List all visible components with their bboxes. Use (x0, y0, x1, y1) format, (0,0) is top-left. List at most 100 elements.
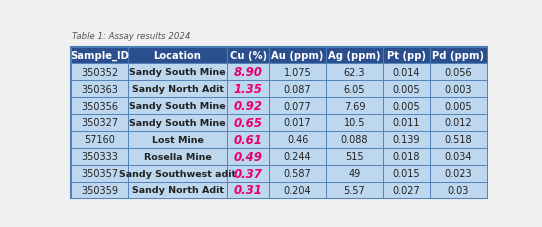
Bar (71, 98, 128, 115)
Text: 350333: 350333 (81, 152, 118, 162)
Text: 0.005: 0.005 (393, 84, 421, 94)
Bar (128, 148, 227, 165)
Text: 350363: 350363 (81, 84, 118, 94)
Text: 0.244: 0.244 (284, 152, 312, 162)
Text: 1.35: 1.35 (234, 83, 262, 96)
Bar (269, 115, 326, 131)
Bar (269, 148, 326, 165)
Bar (128, 165, 227, 182)
Text: 0.003: 0.003 (445, 84, 472, 94)
Text: 0.37: 0.37 (234, 167, 262, 180)
Text: Rosella Mine: Rosella Mine (144, 152, 211, 161)
Text: 0.056: 0.056 (444, 68, 472, 77)
Text: Sample_ID: Sample_ID (70, 51, 129, 61)
Bar (383, 165, 430, 182)
Bar (227, 165, 269, 182)
Text: Sandy North Adit: Sandy North Adit (132, 186, 223, 195)
Text: Pt (pp): Pt (pp) (387, 51, 426, 61)
Bar (383, 148, 430, 165)
Bar (71, 182, 128, 199)
Bar (227, 115, 269, 131)
Text: 49: 49 (349, 168, 360, 178)
Text: 0.92: 0.92 (234, 100, 262, 113)
Text: 0.023: 0.023 (444, 168, 472, 178)
Bar (128, 47, 227, 64)
Bar (326, 131, 383, 148)
Text: Pd (ppm): Pd (ppm) (433, 51, 485, 61)
Bar (430, 182, 487, 199)
Bar (326, 165, 383, 182)
Text: Ag (ppm): Ag (ppm) (328, 51, 381, 61)
Bar (128, 98, 227, 115)
Text: 0.005: 0.005 (444, 101, 472, 111)
Text: 0.587: 0.587 (283, 168, 312, 178)
Bar (269, 182, 326, 199)
Bar (269, 165, 326, 182)
Text: 0.012: 0.012 (444, 118, 472, 128)
Text: 0.46: 0.46 (287, 135, 308, 145)
Bar (326, 47, 383, 64)
Bar (227, 148, 269, 165)
Text: 515: 515 (345, 152, 364, 162)
Text: 0.65: 0.65 (234, 116, 262, 129)
Bar (269, 47, 326, 64)
Text: 0.034: 0.034 (445, 152, 472, 162)
Text: 57160: 57160 (84, 135, 115, 145)
Bar (269, 98, 326, 115)
Bar (269, 64, 326, 81)
Bar (71, 47, 128, 64)
Bar (269, 131, 326, 148)
Text: 1.075: 1.075 (283, 68, 312, 77)
Text: Sandy North Adit: Sandy North Adit (132, 85, 223, 94)
Text: 0.011: 0.011 (393, 118, 420, 128)
Bar (128, 115, 227, 131)
Bar (227, 47, 269, 64)
Bar (430, 98, 487, 115)
Text: 0.49: 0.49 (234, 150, 262, 163)
Bar (383, 47, 430, 64)
Bar (430, 115, 487, 131)
Bar (227, 98, 269, 115)
Text: 0.015: 0.015 (393, 168, 421, 178)
Text: 350356: 350356 (81, 101, 118, 111)
Bar (383, 81, 430, 98)
Text: 0.018: 0.018 (393, 152, 420, 162)
Bar (71, 115, 128, 131)
Bar (71, 47, 487, 199)
Text: 0.014: 0.014 (393, 68, 420, 77)
Bar (326, 98, 383, 115)
Text: Cu (%): Cu (%) (229, 51, 267, 61)
Bar (430, 64, 487, 81)
Text: 350359: 350359 (81, 185, 118, 195)
Bar (383, 98, 430, 115)
Bar (227, 64, 269, 81)
Bar (128, 81, 227, 98)
Bar (430, 148, 487, 165)
Bar (128, 131, 227, 148)
Text: Location: Location (153, 51, 202, 61)
Text: 5.57: 5.57 (344, 185, 365, 195)
Text: 350327: 350327 (81, 118, 118, 128)
Text: Sandy Southwest adit: Sandy Southwest adit (119, 169, 236, 178)
Text: 0.077: 0.077 (283, 101, 312, 111)
Bar (383, 182, 430, 199)
Bar (128, 64, 227, 81)
Text: 0.03: 0.03 (448, 185, 469, 195)
Bar (227, 81, 269, 98)
Text: 0.017: 0.017 (284, 118, 312, 128)
Text: Sandy South Mine: Sandy South Mine (129, 102, 226, 111)
Text: 8.90: 8.90 (234, 66, 262, 79)
Text: 350357: 350357 (81, 168, 118, 178)
Text: Sandy South Mine: Sandy South Mine (129, 68, 226, 77)
Bar (71, 81, 128, 98)
Bar (71, 131, 128, 148)
Text: 0.204: 0.204 (284, 185, 312, 195)
Bar (383, 131, 430, 148)
Bar (326, 115, 383, 131)
Bar (227, 131, 269, 148)
Text: 0.005: 0.005 (393, 101, 421, 111)
Bar (326, 81, 383, 98)
Bar (383, 115, 430, 131)
Text: Lost Mine: Lost Mine (152, 135, 203, 144)
Bar (430, 131, 487, 148)
